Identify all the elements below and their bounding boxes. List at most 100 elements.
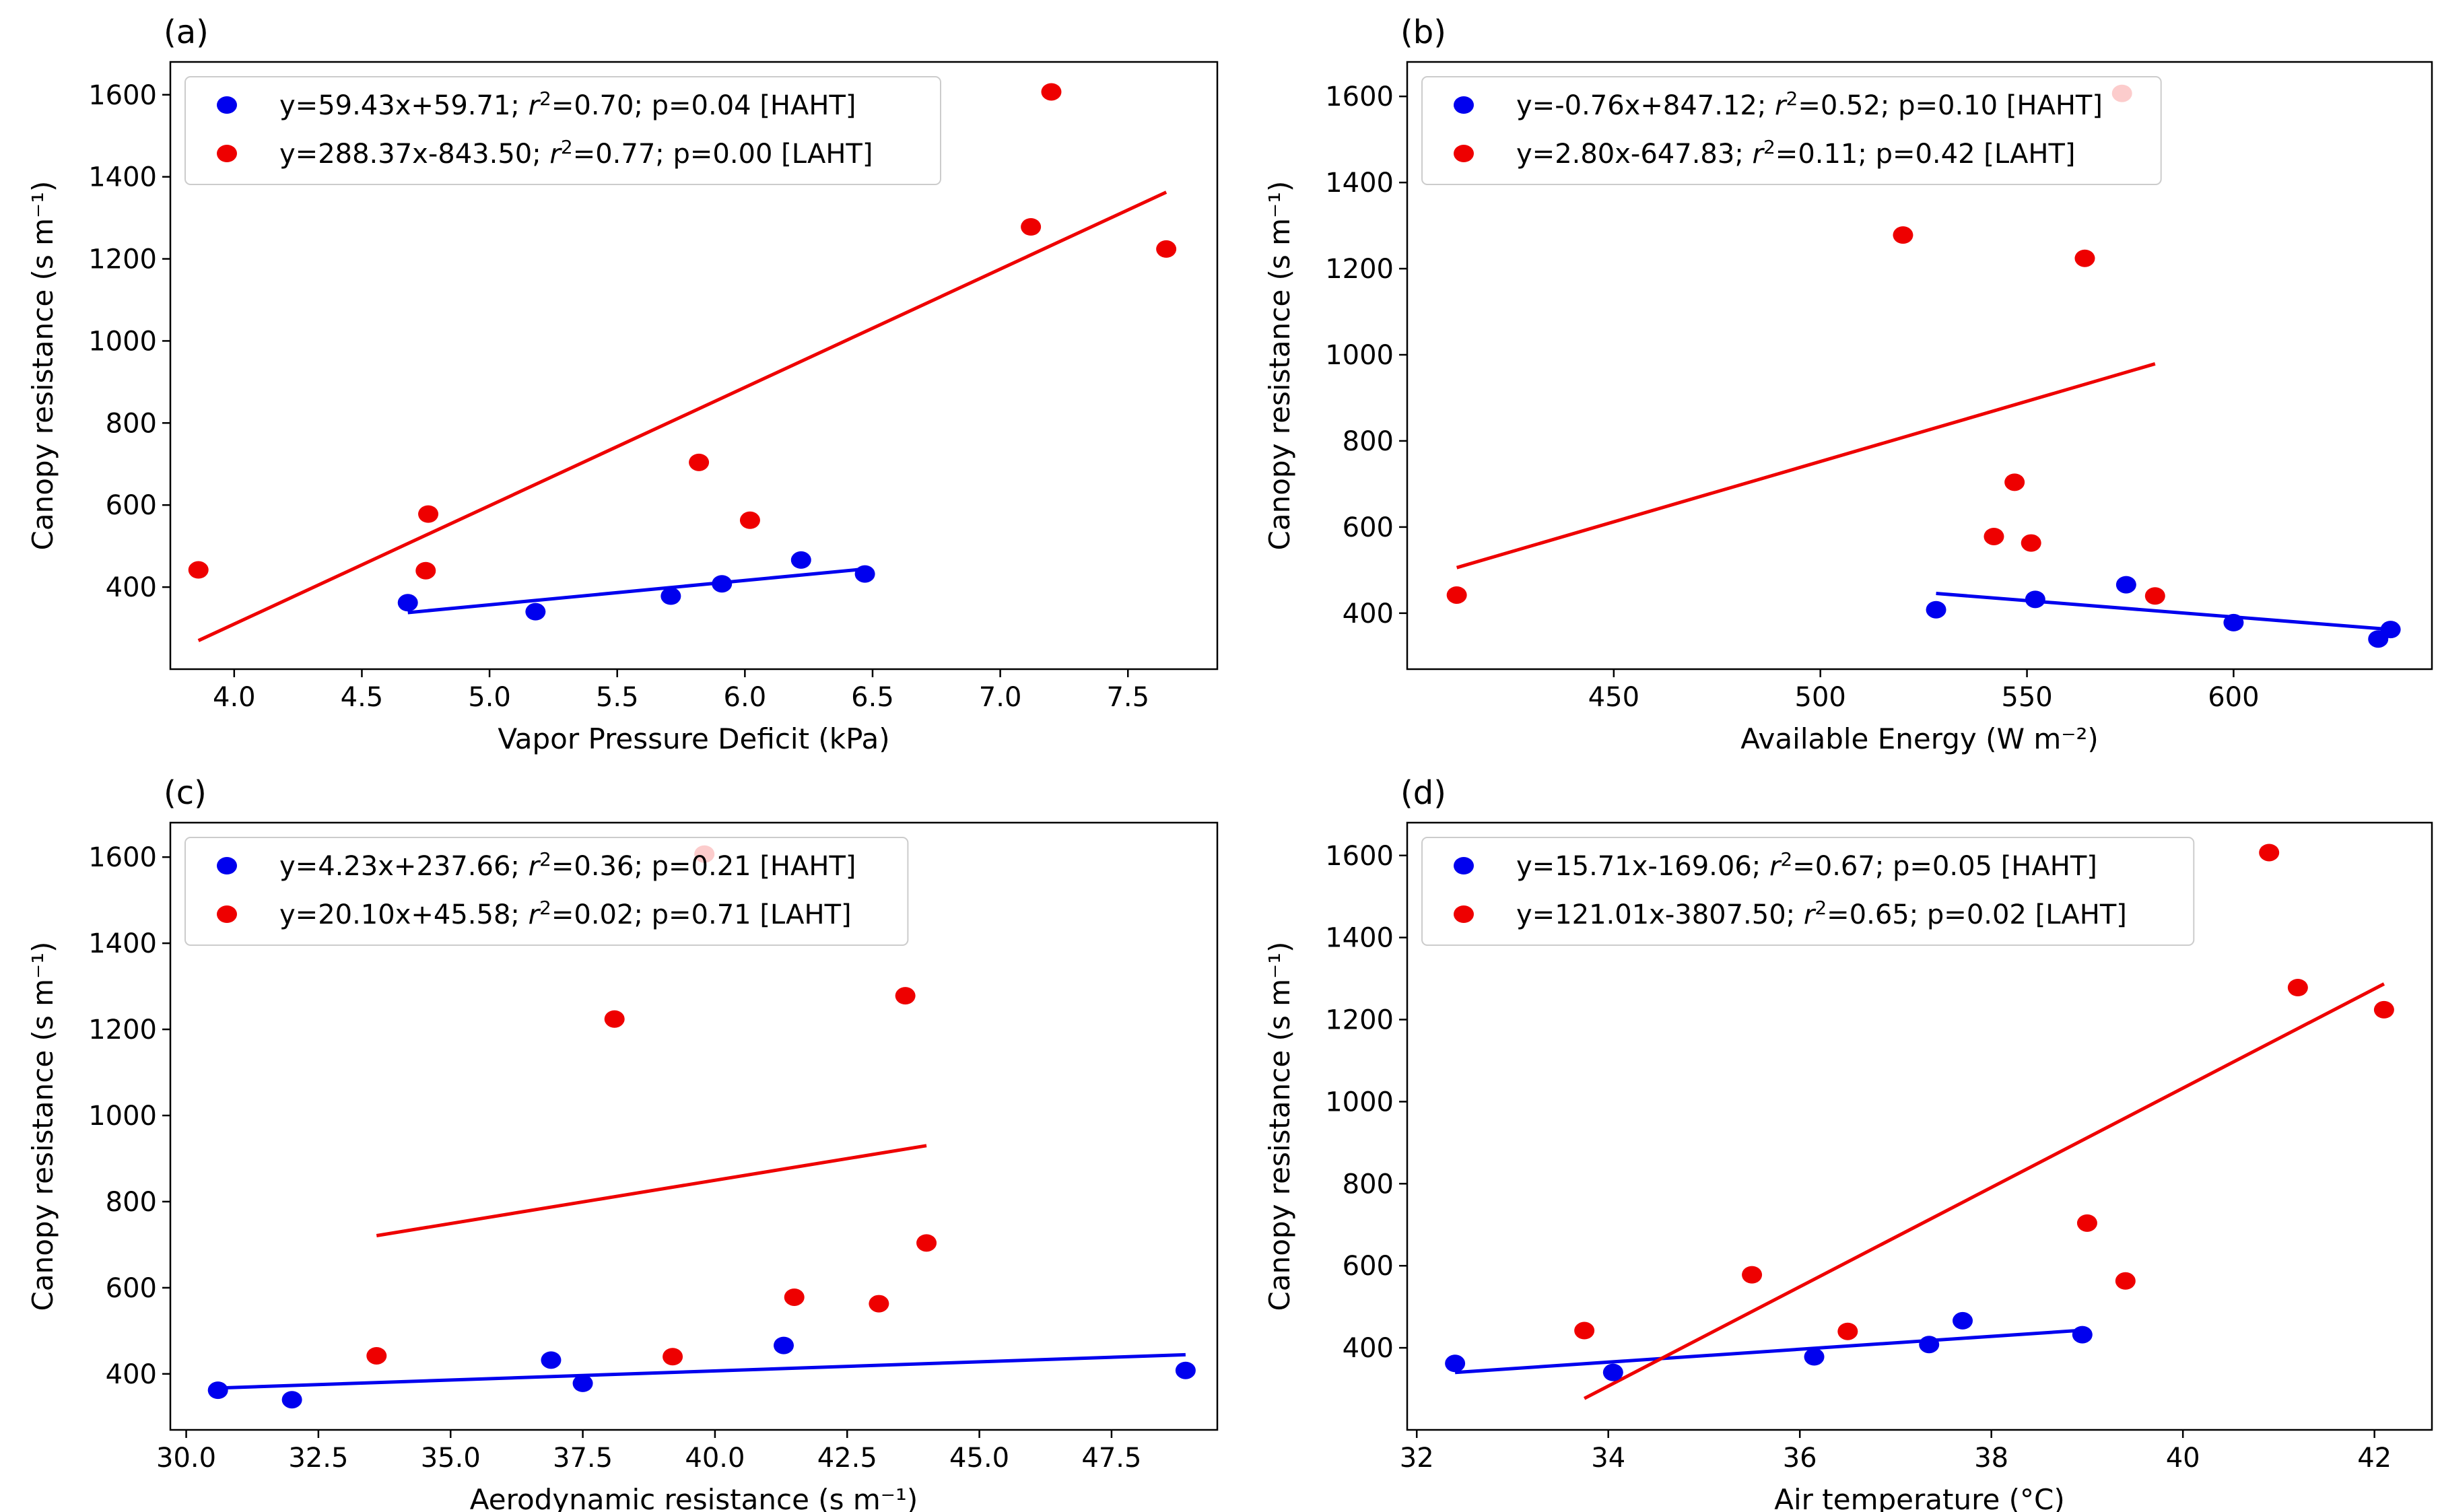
x-tick-label: 42.5 (817, 1443, 877, 1474)
plot-area (188, 83, 1177, 642)
data-point (1926, 600, 1946, 619)
legend-label: y=20.10x+45.58; r2=0.02; p=0.71 [LAHT] (279, 897, 852, 930)
data-point (2076, 1214, 2097, 1232)
data-point (525, 603, 546, 621)
y-tick-label: 1200 (88, 244, 157, 275)
y-tick-label: 600 (1343, 1251, 1394, 1282)
legend-label: y=59.43x+59.71; r2=0.70; p=0.04 [HAHT] (279, 88, 856, 121)
chart-panel: (c) 30.0 32.5 35.0 37.5 40.0 42.5 45.0 47.5 400 60… (26, 774, 1219, 1512)
y-tick-label: 800 (1343, 1169, 1394, 1200)
data-point (2025, 590, 2045, 609)
data-point (689, 453, 710, 471)
x-tick-label: 6.0 (724, 682, 767, 713)
legend-label: y=4.23x+237.66; r2=0.36; p=0.21 [HAHT] (279, 848, 856, 882)
chart-panel: (a) 4.0 4.5 5.0 5.5 6.0 6.5 7.0 7.5 400 600 800 1000… (26, 13, 1219, 755)
x-tick-label: 42 (2357, 1443, 2392, 1474)
legend: y=15.71x-169.06; r2=0.67; p=0.05 [HAHT] y… (1421, 837, 2195, 946)
data-point (790, 551, 811, 569)
y-tick-label: 800 (106, 1187, 157, 1218)
data-point (2021, 534, 2041, 552)
regression-line (407, 567, 865, 615)
legend-marker (217, 145, 237, 162)
y-tick-label: 1200 (1325, 1005, 1394, 1036)
data-point (774, 1336, 794, 1354)
data-point (1893, 226, 1913, 244)
chart-panel: (b) 450 500 550 600 400 600 800 1000 1200 1400 1600… (1263, 13, 2433, 755)
y-tick-label: 400 (106, 1359, 157, 1390)
plot-frame (1406, 821, 2433, 1431)
x-tick-label: 550 (2001, 682, 2052, 713)
data-point (712, 575, 733, 593)
data-point (2004, 473, 2025, 491)
plot-area (1446, 84, 2401, 648)
data-point (1602, 1363, 1623, 1381)
x-tick-label: 7.0 (979, 682, 1022, 713)
data-point (1984, 527, 2004, 545)
data-point (2072, 1326, 2093, 1344)
y-tick-label: 1000 (88, 1101, 157, 1132)
y-tick-label: 1400 (88, 928, 157, 959)
data-point (916, 1234, 937, 1252)
data-point (784, 1288, 805, 1306)
data-point (1021, 218, 1042, 236)
panel-label: (a) (164, 13, 209, 51)
data-point (541, 1351, 562, 1369)
data-point (2223, 613, 2244, 631)
legend-box (1421, 76, 2162, 185)
legend-marker (217, 857, 237, 874)
legend-label: y=288.37x-843.50; r2=0.77; p=0.00 [LAHT] (279, 136, 873, 170)
x-tick-label: 7.5 (1106, 682, 1149, 713)
y-axis-label: Canopy resistance (s m⁻¹) (26, 181, 59, 551)
x-tick-label: 5.5 (596, 682, 639, 713)
legend-marker (1454, 145, 1474, 162)
x-tick-label: 35.0 (421, 1443, 481, 1474)
legend-marker (1454, 905, 1474, 923)
y-tick-label: 1200 (88, 1015, 157, 1045)
regression-line (1456, 362, 2156, 570)
panel-label: (d) (1400, 774, 1446, 812)
data-point (663, 1348, 683, 1366)
x-tick-label: 500 (1795, 682, 1846, 713)
y-tick-label: 400 (106, 572, 157, 603)
data-point (1742, 1266, 1763, 1284)
regression-line (197, 191, 1167, 642)
x-tick-label: 45.0 (949, 1443, 1009, 1474)
legend-marker (1454, 96, 1474, 114)
plot-area (1445, 844, 2394, 1400)
y-tick-label: 400 (1343, 1333, 1394, 1364)
y-tick-label: 1400 (1325, 168, 1394, 199)
y-tick-label: 1400 (1325, 923, 1394, 954)
data-point (1156, 240, 1177, 258)
x-tick-label: 4.0 (213, 682, 256, 713)
legend: y=-0.76x+847.12; r2=0.52; p=0.10 [HAHT] y… (1421, 76, 2162, 185)
data-point (2115, 1272, 2136, 1290)
x-tick-label: 37.5 (553, 1443, 613, 1474)
x-tick-label: 36 (1783, 1443, 1817, 1474)
data-point (2373, 1000, 2394, 1019)
y-tick-label: 1000 (88, 326, 157, 357)
data-point (418, 505, 439, 523)
legend-marker (217, 905, 237, 923)
y-tick-label: 1000 (1325, 1087, 1394, 1118)
data-point (572, 1374, 593, 1392)
legend-label: y=2.80x-647.83; r2=0.11; p=0.42 [LAHT] (1516, 136, 2076, 170)
legend-label: y=121.01x-3807.50; r2=0.65; p=0.02 [LAHT… (1516, 897, 2127, 930)
data-point (207, 1381, 228, 1400)
x-tick-label: 450 (1588, 682, 1639, 713)
data-point (854, 565, 875, 583)
data-point (1919, 1336, 1940, 1354)
data-point (415, 561, 436, 580)
y-tick-label: 600 (1343, 512, 1394, 543)
y-tick-label: 1600 (88, 80, 157, 111)
legend-marker (1454, 857, 1474, 874)
data-point (2074, 249, 2095, 267)
regression-line (1454, 1328, 2082, 1375)
regression-line (217, 1352, 1186, 1390)
data-point (366, 1346, 387, 1365)
y-axis-label: Canopy resistance (s m⁻¹) (1263, 181, 1296, 551)
x-tick-label: 4.5 (341, 682, 384, 713)
x-tick-label: 47.5 (1081, 1443, 1141, 1474)
x-tick-label: 34 (1591, 1443, 1625, 1474)
legend-box (1421, 837, 2195, 946)
